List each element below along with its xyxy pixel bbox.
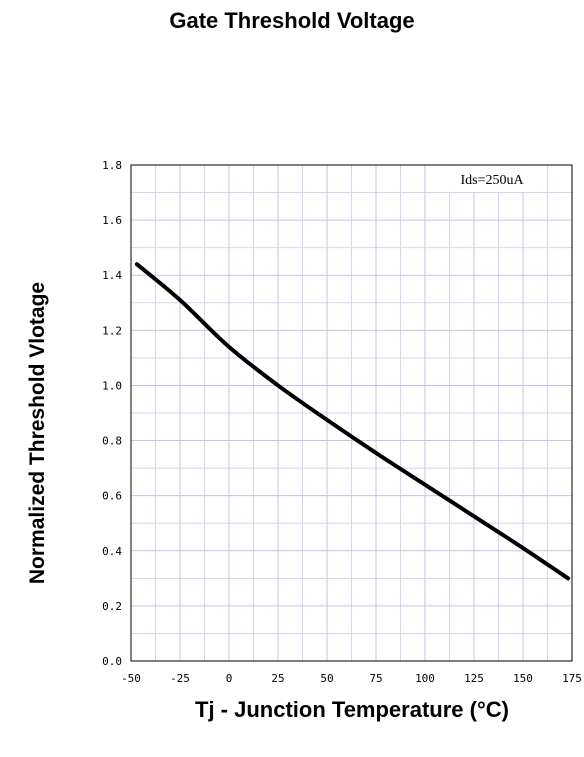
series-line xyxy=(134,262,571,581)
y-tick-label: 0.6 xyxy=(102,490,122,503)
x-tick-label: 50 xyxy=(320,672,333,685)
y-tick-label: 0.0 xyxy=(102,655,122,668)
y-tick-label: 1.8 xyxy=(102,159,122,172)
y-tick-label: 0.4 xyxy=(102,545,122,558)
x-tick-label: 150 xyxy=(513,672,533,685)
y-tick-label: 0.8 xyxy=(102,435,122,448)
x-tick-labels: -50 -25 0 25 50 75 100 125 150 175 xyxy=(121,672,582,685)
annotation-box xyxy=(440,166,544,192)
x-tick-label: 0 xyxy=(226,672,233,685)
x-tick-label: 25 xyxy=(271,672,284,685)
x-axis-label: Tj - Junction Temperature (°C) xyxy=(195,697,509,722)
y-tick-label: 1.6 xyxy=(102,214,122,227)
chart-title: Gate Threshold Voltage xyxy=(169,8,415,33)
y-tick-label: 0.2 xyxy=(102,600,122,613)
y-tick-labels: 0.0 0.2 0.4 0.6 0.8 1.0 1.2 1.4 1.6 1.8 xyxy=(102,159,122,668)
x-tick-label: 100 xyxy=(415,672,435,685)
x-tick-label: -25 xyxy=(170,672,190,685)
y-tick-label: 1.2 xyxy=(102,324,122,337)
annotation-label: Ids=250uA xyxy=(460,173,524,188)
grid-minor xyxy=(131,165,572,661)
x-tick-label: 75 xyxy=(369,672,382,685)
y-tick-label: 1.0 xyxy=(102,379,122,392)
y-tick-label: 1.4 xyxy=(102,269,122,282)
plot-frame xyxy=(130,164,573,662)
x-tick-label: 175 xyxy=(562,672,582,685)
x-tick-label: 125 xyxy=(464,672,484,685)
x-tick-label: -50 xyxy=(121,672,141,685)
